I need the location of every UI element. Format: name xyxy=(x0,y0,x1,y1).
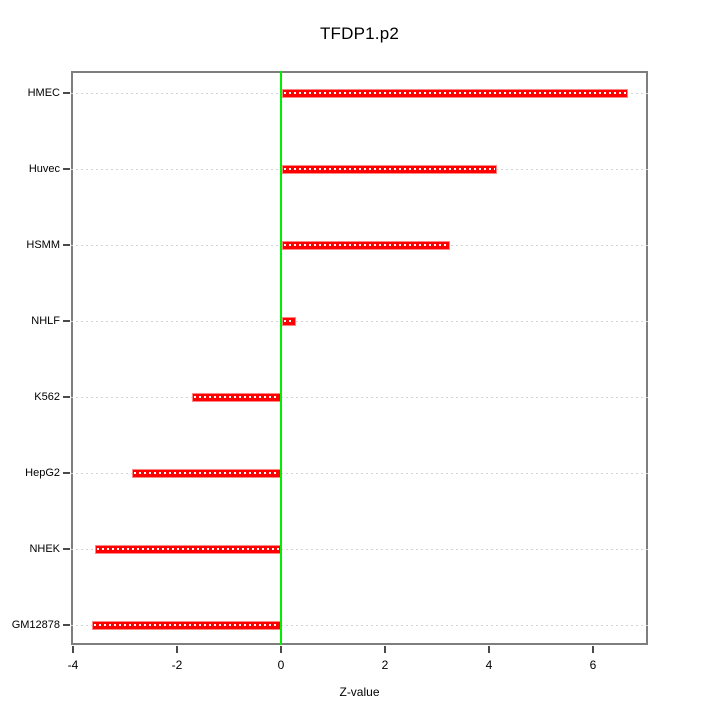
category-label: HSMM xyxy=(26,238,60,251)
bar xyxy=(282,240,451,250)
category-label: HepG2 xyxy=(25,466,60,479)
x-tick-label: 4 xyxy=(485,658,493,672)
x-tick-label: 0 xyxy=(277,658,285,672)
x-tick-label: 2 xyxy=(381,658,389,672)
bar xyxy=(91,620,281,630)
y-tick xyxy=(63,548,70,550)
category-label: GM12878 xyxy=(11,618,60,631)
y-tick xyxy=(63,244,70,246)
bar-inner-dash xyxy=(133,472,279,474)
bar xyxy=(282,164,498,174)
category-label: K562 xyxy=(34,390,60,403)
bar xyxy=(95,544,281,554)
y-tick xyxy=(63,624,70,626)
bar xyxy=(282,316,297,326)
bar xyxy=(192,392,281,402)
x-tick xyxy=(488,646,490,653)
plot-area xyxy=(71,71,648,645)
y-tick xyxy=(63,396,70,398)
gridline xyxy=(71,320,648,322)
category-label: NHEK xyxy=(29,542,60,555)
chart-title: TFDP1.p2 xyxy=(319,24,400,43)
bar-inner-dash xyxy=(194,396,279,398)
bar-inner-dash xyxy=(284,92,626,94)
category-label: NHLF xyxy=(31,314,60,327)
category-label: HMEC xyxy=(27,86,60,99)
x-tick xyxy=(176,646,178,653)
y-tick xyxy=(63,92,70,94)
gridline xyxy=(71,396,648,398)
gridline xyxy=(71,624,648,626)
x-tick xyxy=(384,646,386,653)
x-tick-label: -2 xyxy=(171,658,183,672)
gridline xyxy=(71,472,648,474)
y-tick xyxy=(63,168,70,170)
x-axis-title: Z-value xyxy=(339,685,380,699)
x-tick xyxy=(280,646,282,653)
bar-inner-dash xyxy=(284,244,449,246)
category-label: Huvec xyxy=(28,162,60,175)
x-tick xyxy=(72,646,74,653)
bar-inner-dash xyxy=(97,548,279,550)
bar-inner-dash xyxy=(284,168,496,170)
bar xyxy=(131,468,281,478)
x-tick xyxy=(592,646,594,653)
x-tick-label: -4 xyxy=(67,658,79,672)
gridline xyxy=(71,548,648,550)
y-tick xyxy=(63,472,70,474)
x-tick-label: 6 xyxy=(589,658,597,672)
zero-line xyxy=(280,71,282,645)
y-tick xyxy=(63,320,70,322)
bar-inner-dash xyxy=(284,320,295,322)
bar xyxy=(282,88,628,98)
bar-inner-dash xyxy=(93,624,279,626)
